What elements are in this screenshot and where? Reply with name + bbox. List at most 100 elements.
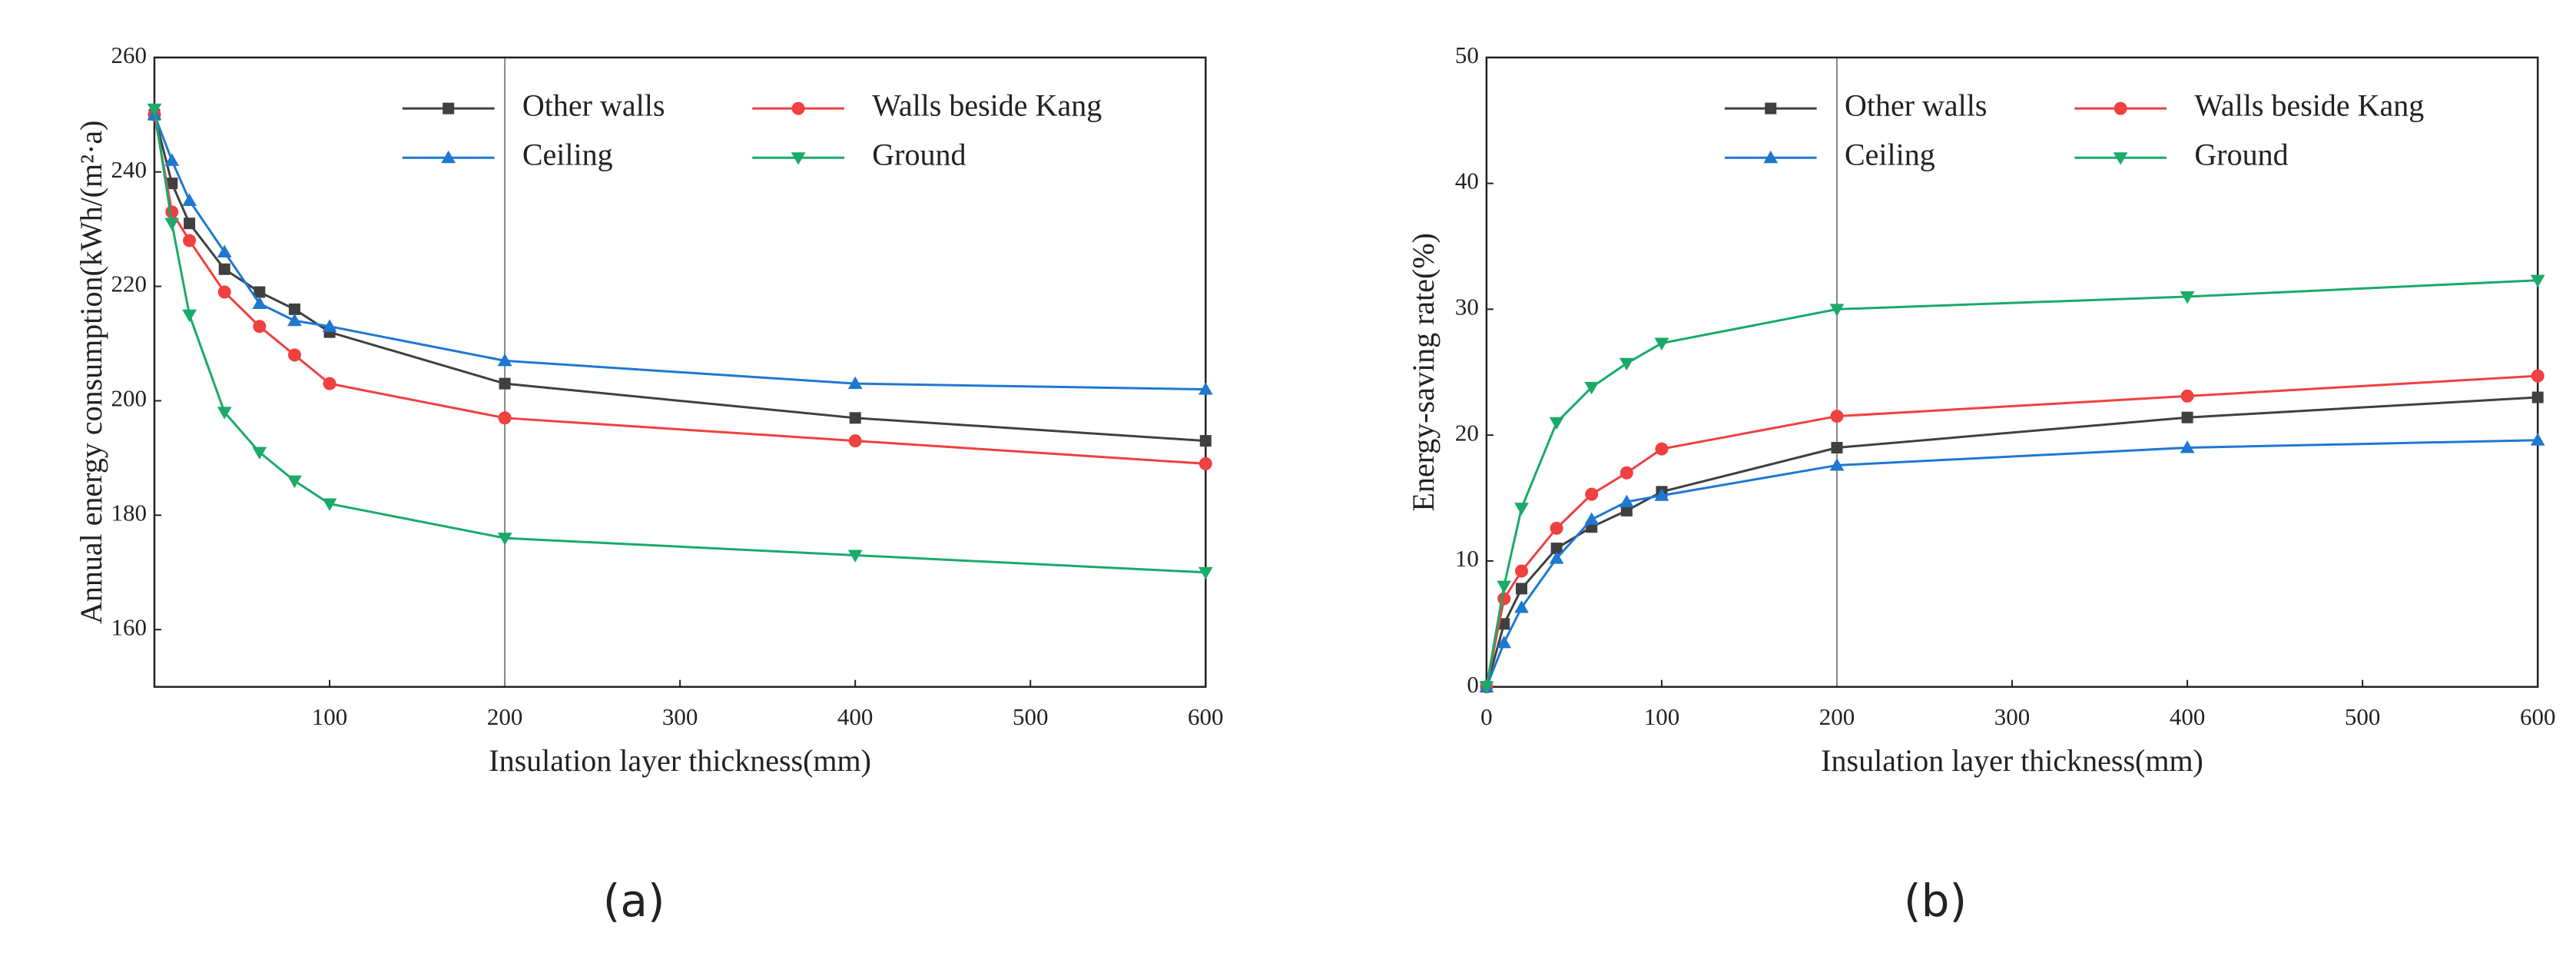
- marker: [499, 377, 511, 390]
- marker: [848, 434, 862, 448]
- legend-label: Walls beside Kang: [2194, 88, 2424, 122]
- series-line: [1485, 439, 2538, 688]
- x-axis-label: Insulation layer thickness(mm): [1821, 743, 2203, 778]
- marker: [2531, 391, 2544, 403]
- marker: [2114, 101, 2127, 115]
- marker: [287, 475, 302, 489]
- marker: [2181, 411, 2193, 423]
- x-tick-label: 0: [1480, 703, 1493, 730]
- x-tick-label: 400: [837, 703, 874, 730]
- marker: [1497, 580, 1512, 594]
- marker: [1655, 442, 1669, 456]
- marker: [1198, 382, 1213, 395]
- legend-label: Ground: [2194, 137, 2288, 171]
- y-axis-label: Energy-saving rate(%): [1406, 233, 1441, 511]
- x-tick-label: 200: [1819, 703, 1855, 730]
- marker: [1549, 551, 1564, 564]
- marker: [2180, 440, 2195, 453]
- marker: [1516, 583, 1528, 595]
- legend-label: Ceiling: [1845, 137, 1935, 171]
- marker: [849, 412, 861, 424]
- y-tick-label: 40: [1455, 168, 1479, 194]
- marker: [323, 377, 337, 390]
- marker: [287, 313, 302, 327]
- legend-label: Other walls: [1845, 88, 1988, 122]
- caption: (a): [603, 875, 665, 927]
- marker: [288, 303, 300, 315]
- marker: [2530, 433, 2545, 446]
- marker: [1479, 681, 1494, 695]
- marker: [2530, 274, 2545, 288]
- marker: [1830, 410, 1844, 423]
- marker: [1585, 487, 1599, 501]
- y-axis-label: Annual energy consumption(kWh/(m²·a): [74, 120, 108, 624]
- y-tick-label: 20: [1455, 419, 1479, 446]
- marker: [1584, 381, 1600, 395]
- marker: [1620, 504, 1633, 516]
- marker: [791, 152, 806, 165]
- marker: [218, 263, 230, 275]
- marker: [1198, 457, 1212, 470]
- marker: [1498, 618, 1510, 630]
- marker: [252, 296, 267, 309]
- x-tick-label: 600: [1188, 703, 1224, 730]
- x-tick-label: 100: [1644, 703, 1680, 730]
- legend-label: Other walls: [522, 88, 665, 122]
- marker: [1763, 150, 1779, 164]
- marker: [1654, 488, 1669, 501]
- x-tick-label: 500: [1013, 703, 1049, 730]
- x-tick-label: 600: [2520, 703, 2556, 730]
- x-tick-label: 200: [487, 703, 523, 730]
- series-line: [1485, 279, 2538, 687]
- legend-label: Ceiling: [522, 137, 613, 171]
- y-tick-label: 200: [111, 385, 147, 412]
- marker: [498, 411, 512, 425]
- marker: [252, 447, 267, 460]
- marker: [322, 319, 337, 332]
- plot-frame: [1485, 56, 2539, 688]
- marker: [1497, 592, 1511, 606]
- marker: [217, 407, 232, 420]
- x-tick-label: 400: [2170, 703, 2206, 730]
- marker: [1765, 102, 1777, 115]
- marker: [217, 244, 232, 257]
- y-tick-label: 180: [111, 499, 147, 526]
- legend-label: Ground: [872, 137, 966, 171]
- marker: [1550, 521, 1563, 535]
- marker: [2180, 389, 2194, 403]
- x-tick-label: 100: [312, 703, 348, 730]
- marker: [1198, 566, 1213, 580]
- marker: [166, 178, 178, 190]
- y-tick-label: 30: [1455, 293, 1479, 320]
- marker: [2531, 369, 2545, 383]
- marker: [1199, 435, 1212, 447]
- marker: [443, 102, 455, 115]
- marker: [147, 103, 162, 117]
- series-line: [153, 115, 1206, 465]
- marker: [182, 309, 197, 323]
- marker: [1514, 503, 1529, 516]
- marker: [182, 193, 197, 206]
- series-line: [1485, 374, 2538, 687]
- y-tick-label: 50: [1455, 42, 1479, 68]
- y-tick-label: 240: [111, 156, 147, 183]
- marker: [217, 285, 231, 299]
- marker: [2113, 152, 2128, 165]
- marker: [1514, 600, 1529, 613]
- marker: [497, 533, 512, 546]
- y-tick-label: 10: [1455, 545, 1479, 572]
- marker: [1497, 635, 1512, 649]
- marker: [322, 498, 337, 511]
- marker: [1619, 494, 1634, 507]
- marker: [847, 550, 863, 563]
- series-line: [1485, 396, 2538, 688]
- marker: [791, 101, 805, 115]
- marker: [1584, 512, 1600, 525]
- x-tick-label: 500: [2345, 703, 2381, 730]
- marker: [184, 217, 196, 230]
- series-line: [153, 114, 1206, 391]
- marker: [1829, 458, 1845, 471]
- y-tick-label: 160: [111, 613, 147, 640]
- marker: [1654, 337, 1669, 350]
- marker: [287, 348, 301, 362]
